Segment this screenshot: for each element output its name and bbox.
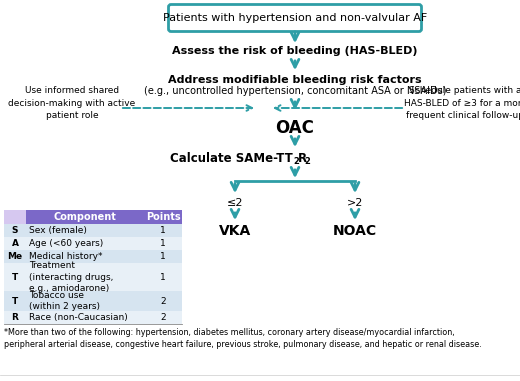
- Text: Component: Component: [54, 212, 116, 222]
- Text: 2: 2: [304, 157, 310, 165]
- Text: Use informed shared
decision-making with active
patient role: Use informed shared decision-making with…: [8, 86, 136, 120]
- Bar: [26, 291, 144, 311]
- Bar: [26, 311, 144, 324]
- Text: Age (<60 years): Age (<60 years): [29, 239, 103, 248]
- Text: OAC: OAC: [276, 119, 315, 137]
- Text: Race (non-Caucasian): Race (non-Caucasian): [29, 313, 128, 322]
- Bar: [26, 224, 144, 237]
- Bar: [26, 237, 144, 250]
- Text: Schedule patients with a
HAS-BLED of ≥3 for a more
frequent clinical follow-up: Schedule patients with a HAS-BLED of ≥3 …: [404, 86, 520, 120]
- Text: Me: Me: [7, 252, 22, 261]
- Text: NOAC: NOAC: [333, 224, 377, 238]
- FancyBboxPatch shape: [168, 5, 422, 32]
- Text: *More than two of the following: hypertension, diabetes mellitus, coronary arter: *More than two of the following: hyperte…: [4, 328, 482, 349]
- Text: T: T: [12, 296, 18, 306]
- Text: Sex (female): Sex (female): [29, 226, 87, 235]
- Text: 2: 2: [160, 313, 166, 322]
- Text: Medical history*: Medical history*: [29, 252, 102, 261]
- Bar: [144, 210, 182, 224]
- Text: T: T: [12, 272, 18, 282]
- Bar: [144, 291, 182, 311]
- Bar: [4, 210, 26, 224]
- Text: (e.g., uncontrolled hypertension, concomitant ASA or NSAIDs): (e.g., uncontrolled hypertension, concom…: [144, 86, 446, 96]
- Text: Calculate SAMe-TT: Calculate SAMe-TT: [170, 152, 293, 165]
- Text: 2: 2: [160, 296, 166, 306]
- Text: VKA: VKA: [219, 224, 251, 238]
- Bar: [4, 250, 26, 263]
- Text: Address modifiable bleeding risk factors: Address modifiable bleeding risk factors: [168, 75, 422, 85]
- Text: Assess the risk of bleeding (HAS-BLED): Assess the risk of bleeding (HAS-BLED): [172, 46, 418, 56]
- Text: 2: 2: [293, 157, 299, 165]
- Bar: [26, 210, 144, 224]
- Text: S: S: [12, 226, 18, 235]
- Text: >2: >2: [347, 198, 363, 208]
- Bar: [4, 263, 26, 291]
- Bar: [26, 250, 144, 263]
- Bar: [144, 224, 182, 237]
- Text: Points: Points: [146, 212, 180, 222]
- Bar: [4, 291, 26, 311]
- Bar: [144, 250, 182, 263]
- Text: R: R: [298, 152, 307, 165]
- Bar: [144, 263, 182, 291]
- Text: ≤2: ≤2: [227, 198, 243, 208]
- Bar: [4, 237, 26, 250]
- Bar: [4, 224, 26, 237]
- Bar: [26, 263, 144, 291]
- Bar: [4, 311, 26, 324]
- Text: Patients with hypertension and non-valvular AF: Patients with hypertension and non-valvu…: [163, 13, 427, 23]
- Text: Treatment
(interacting drugs,
e.g., amiodarone): Treatment (interacting drugs, e.g., amio…: [29, 261, 113, 293]
- Text: Tobacco use
(within 2 years): Tobacco use (within 2 years): [29, 291, 100, 311]
- Text: 1: 1: [160, 252, 166, 261]
- Bar: [144, 237, 182, 250]
- Text: 1: 1: [160, 239, 166, 248]
- Text: R: R: [11, 313, 18, 322]
- Text: 1: 1: [160, 272, 166, 282]
- Bar: [144, 311, 182, 324]
- Text: A: A: [11, 239, 19, 248]
- Text: 1: 1: [160, 226, 166, 235]
